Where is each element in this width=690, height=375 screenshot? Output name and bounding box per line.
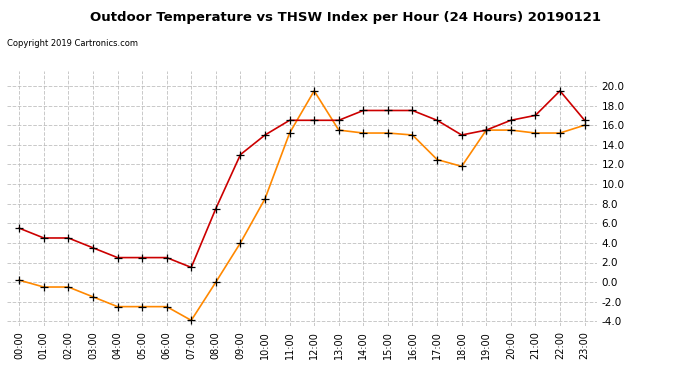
Text: Copyright 2019 Cartronics.com: Copyright 2019 Cartronics.com xyxy=(7,39,138,48)
Text: Temperature  (°F): Temperature (°F) xyxy=(551,30,649,40)
Text: Outdoor Temperature vs THSW Index per Hour (24 Hours) 20190121: Outdoor Temperature vs THSW Index per Ho… xyxy=(90,11,600,24)
Text: THSW  (°F): THSW (°F) xyxy=(441,30,501,40)
